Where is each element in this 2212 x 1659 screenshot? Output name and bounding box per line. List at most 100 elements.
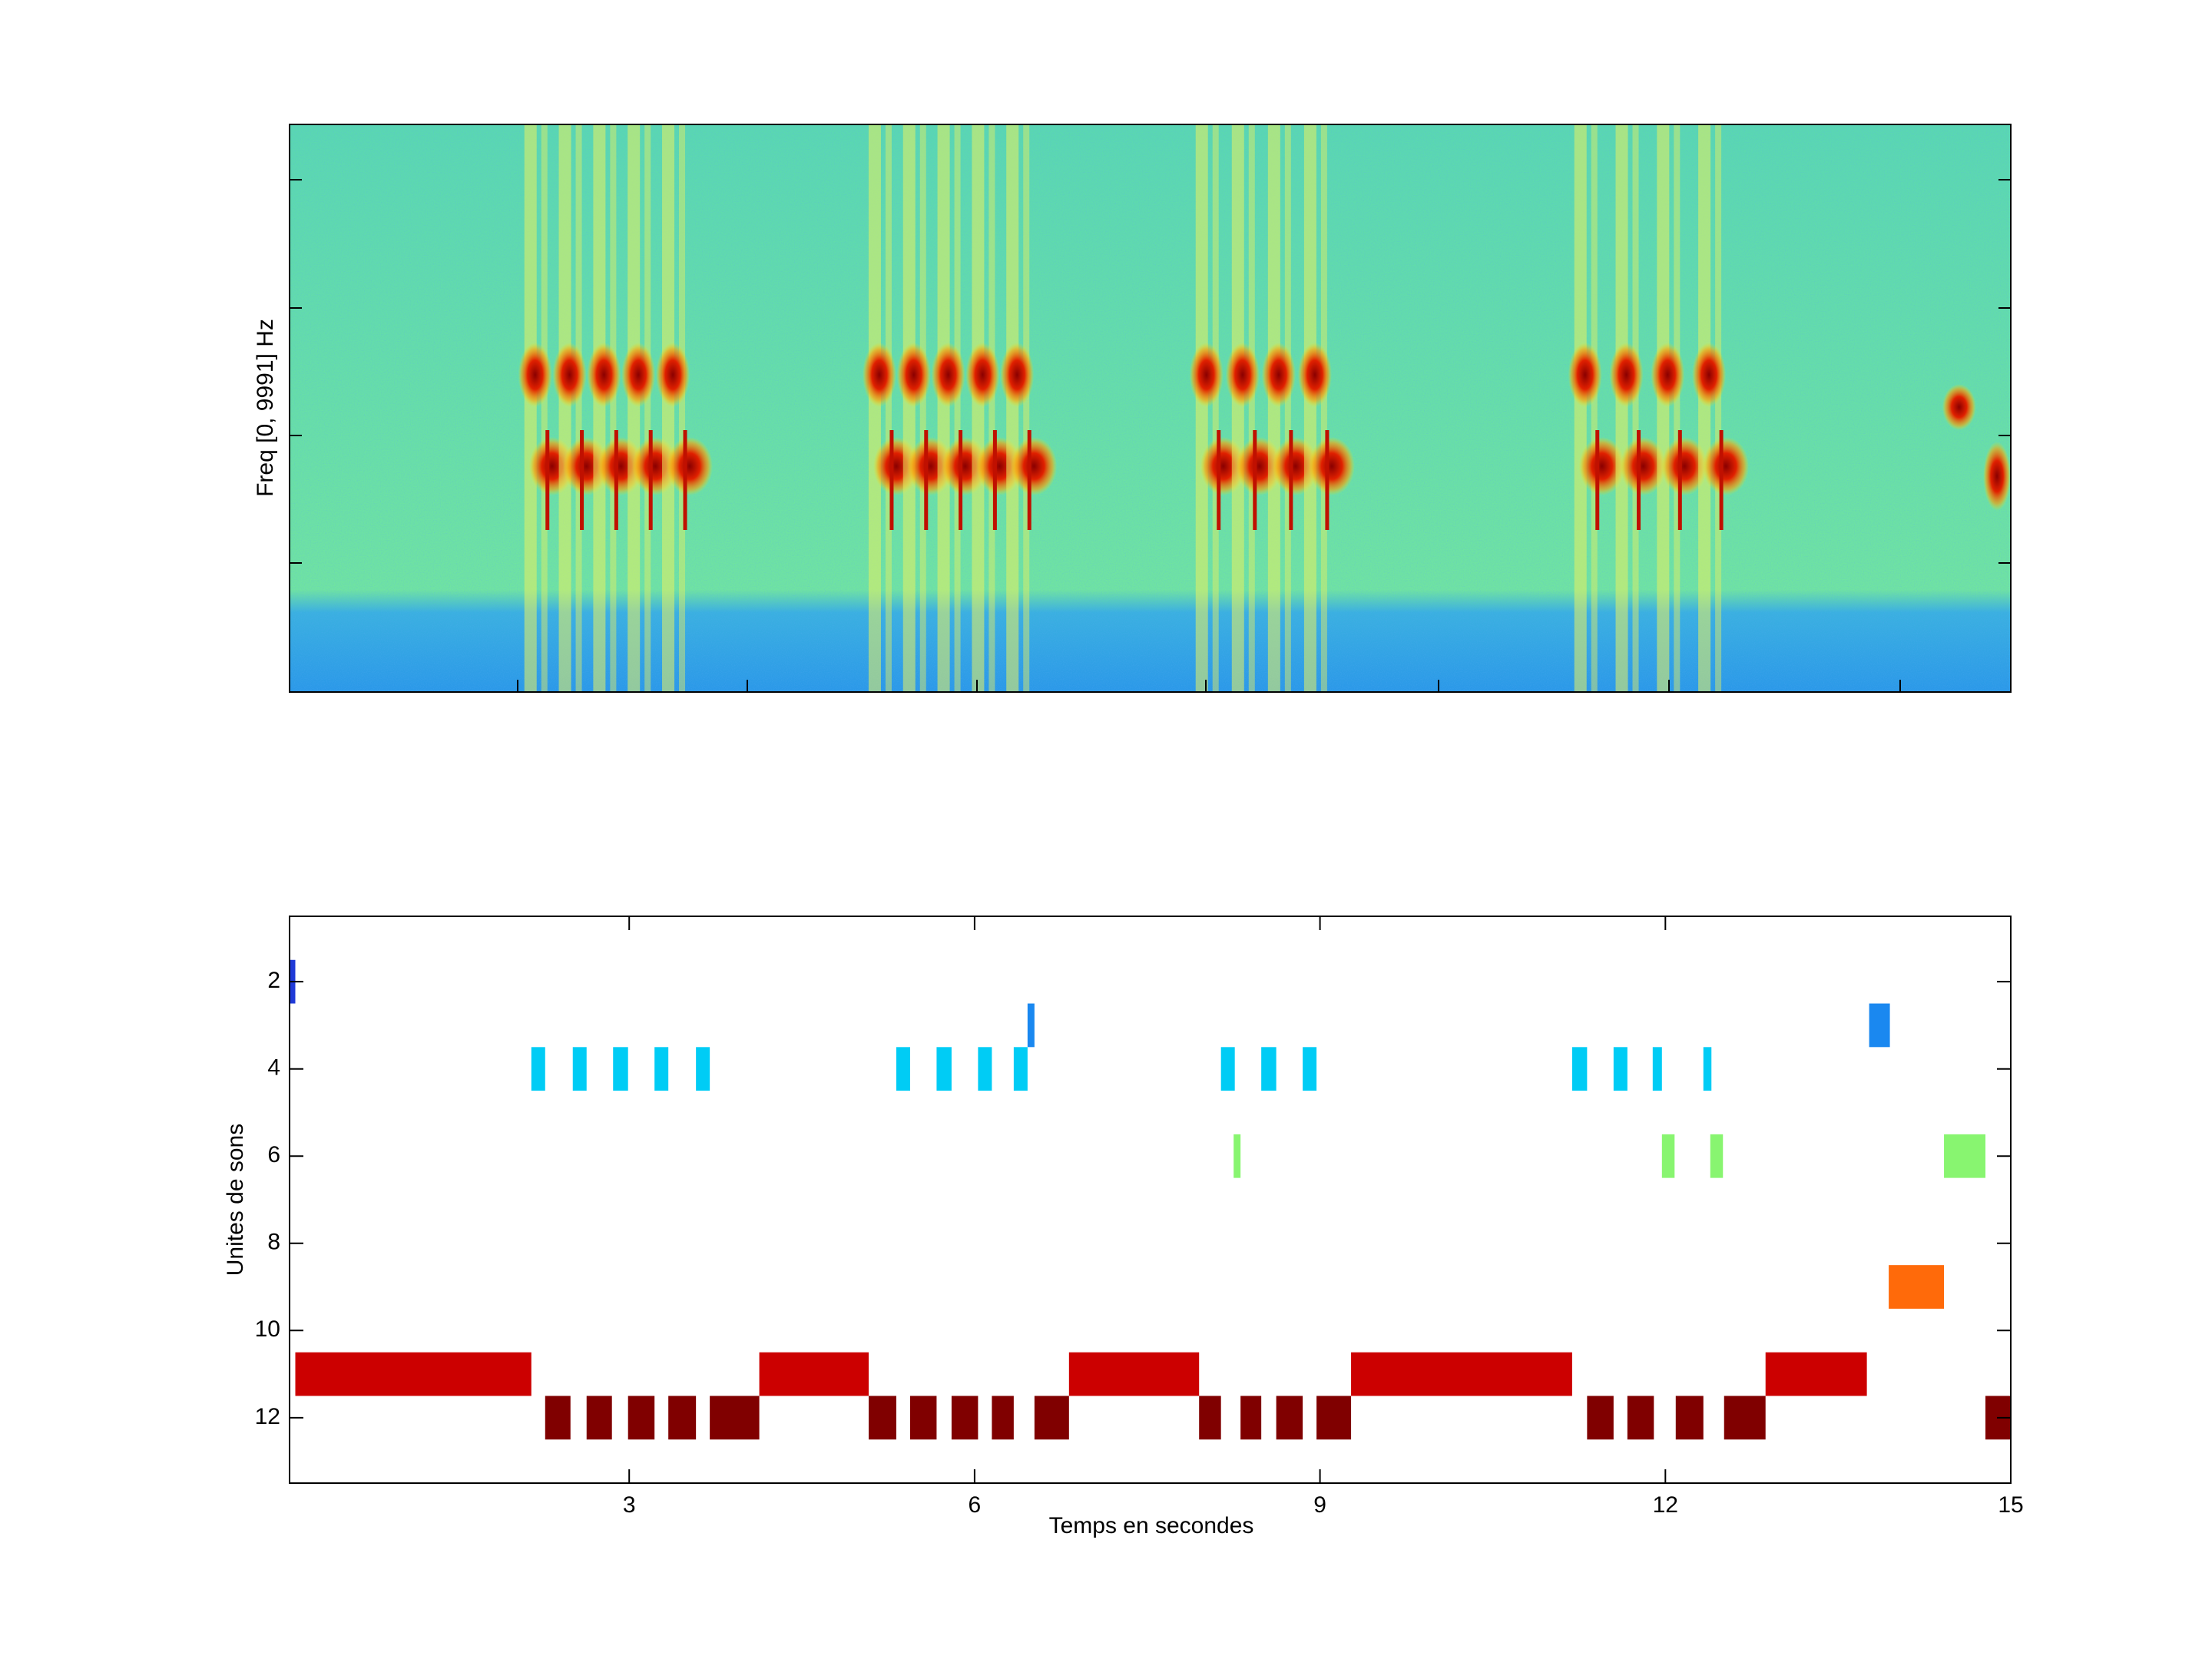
- broadband-line: [902, 124, 916, 692]
- broadband-line: [988, 124, 995, 692]
- call-blob: [621, 343, 656, 407]
- x-tick-label: 6: [969, 1492, 982, 1518]
- broadband-line: [1698, 124, 1711, 692]
- segment: [586, 1396, 612, 1440]
- call-blob: [667, 437, 714, 495]
- call-blob: [1578, 437, 1625, 495]
- broadband-line: [1615, 124, 1628, 692]
- segment: [572, 1047, 587, 1091]
- call-blob: [1692, 343, 1727, 407]
- segment: [1652, 1047, 1662, 1091]
- segment: [1661, 1134, 1675, 1178]
- segment: [1724, 1396, 1766, 1440]
- segment: [1351, 1352, 1572, 1396]
- broadband-line: [885, 124, 892, 692]
- broadband-line: [1212, 124, 1219, 692]
- segment: [1889, 1265, 1945, 1309]
- axes-frame: [289, 916, 2012, 1484]
- segment: [978, 1047, 992, 1091]
- spectrogram-noise: [290, 124, 2011, 692]
- segment: [696, 1047, 710, 1091]
- call-blob: [931, 343, 965, 407]
- segment: [1199, 1396, 1221, 1440]
- segment: [628, 1396, 655, 1440]
- x-tick-label: 9: [1313, 1492, 1326, 1518]
- call-blob: [1942, 384, 1976, 430]
- call-blob: [1703, 437, 1750, 495]
- segment: [1303, 1047, 1317, 1091]
- segment: [909, 1396, 937, 1440]
- y-tick-label: 2: [267, 968, 280, 993]
- segment: [896, 1047, 910, 1091]
- segment: [1261, 1047, 1277, 1091]
- call-blob: [1297, 343, 1332, 407]
- call-blob: [1261, 343, 1296, 407]
- broadband-line: [954, 124, 961, 692]
- segment: [1276, 1396, 1303, 1440]
- broadband-line: [1320, 124, 1327, 692]
- call-blob: [552, 343, 587, 407]
- segment: [951, 1396, 979, 1440]
- call-blob: [1661, 437, 1708, 495]
- call-blob: [1620, 437, 1667, 495]
- broadband-line: [1715, 124, 1722, 692]
- segment: [295, 1352, 531, 1396]
- call-blob: [1000, 343, 1035, 407]
- segment: [1233, 1134, 1241, 1178]
- call-blob: [656, 343, 690, 407]
- broadband-line: [644, 124, 651, 692]
- call-blob: [1609, 343, 1644, 407]
- segment: [868, 1396, 896, 1440]
- broadband-line: [541, 124, 548, 692]
- axes-frame: [289, 124, 2012, 693]
- broadband-line: [1674, 124, 1681, 692]
- call-blob: [1225, 343, 1260, 407]
- segment: [1703, 1047, 1712, 1091]
- call-blob: [965, 343, 1000, 407]
- broadband-line: [575, 124, 582, 692]
- segment: [1587, 1396, 1614, 1440]
- call-blob: [1011, 437, 1058, 495]
- call-blob: [1651, 343, 1685, 407]
- segment: [654, 1047, 669, 1091]
- x-tick-label: 3: [623, 1492, 636, 1518]
- segment: [1765, 1352, 1867, 1396]
- segment: [668, 1396, 697, 1440]
- broadband-line: [1284, 124, 1291, 692]
- call-blob: [1308, 437, 1355, 495]
- segment: [1027, 1003, 1035, 1048]
- segment: [613, 1047, 628, 1091]
- segment: [759, 1352, 869, 1396]
- broadband-line: [1591, 124, 1598, 692]
- broadband-line: [628, 124, 641, 692]
- broadband-line: [868, 124, 881, 692]
- broadband-line: [919, 124, 926, 692]
- broadband-line: [1195, 124, 1208, 692]
- segment: [1034, 1396, 1069, 1440]
- x-tick-label: 12: [1653, 1492, 1678, 1518]
- broadband-line: [1303, 124, 1316, 692]
- segment: [710, 1396, 760, 1440]
- broadband-line: [1023, 124, 1030, 692]
- segment: [1675, 1396, 1704, 1440]
- broadband-line: [1231, 124, 1244, 692]
- segment-chart: Temps en secondes Unites de sons 3 6 9 12 15…: [223, 916, 2024, 1538]
- call-blob: [1983, 442, 2012, 511]
- segment: [1613, 1047, 1628, 1091]
- broadband-line: [1657, 124, 1670, 692]
- broadband-line: [1267, 124, 1280, 692]
- y-tick-label: 12: [255, 1404, 280, 1429]
- call-blob: [862, 343, 896, 407]
- broadband-line: [1006, 124, 1019, 692]
- x-tick-label: 15: [1998, 1492, 2023, 1518]
- broadband-line: [1632, 124, 1639, 692]
- call-blob: [1189, 343, 1224, 407]
- broadband-line: [662, 124, 675, 692]
- spectrogram: Freq [0, 9991] Hz: [253, 124, 2012, 693]
- y-axis-label: Unites de sons: [223, 1124, 248, 1276]
- segment: [1240, 1396, 1262, 1440]
- call-blob: [518, 343, 552, 407]
- broadband-line: [593, 124, 606, 692]
- y-axis-label: Freq [0, 9991] Hz: [253, 319, 278, 497]
